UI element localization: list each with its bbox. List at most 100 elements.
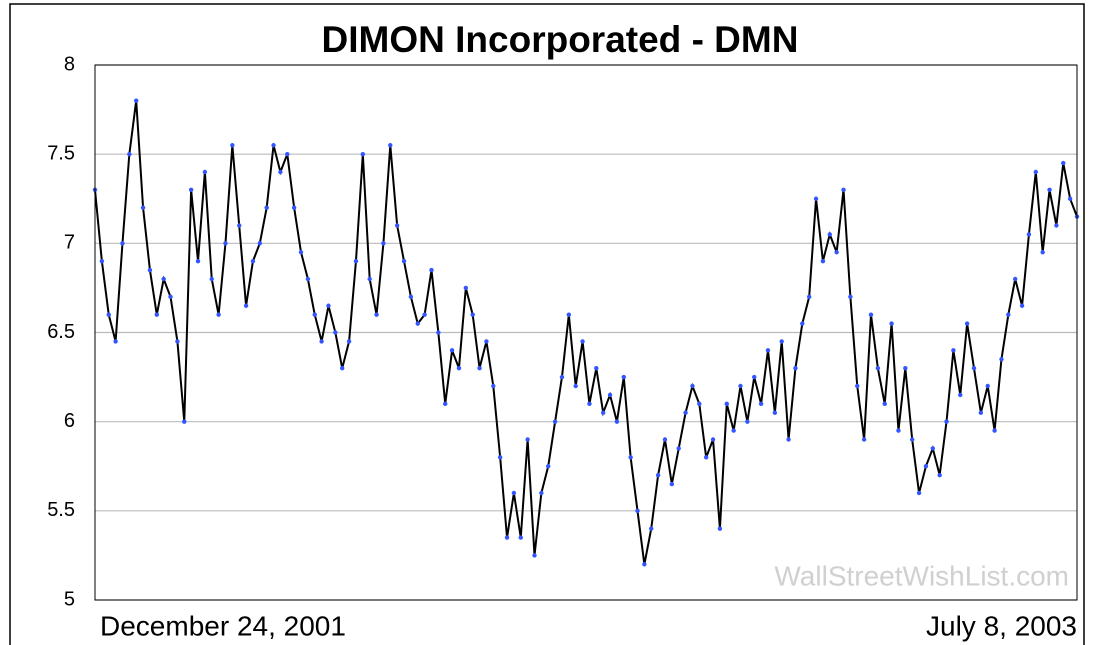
price-point xyxy=(353,258,359,264)
price-point xyxy=(697,401,702,407)
price-point xyxy=(841,187,846,193)
price-point xyxy=(374,312,379,317)
price-point xyxy=(491,383,496,389)
price-point xyxy=(525,437,530,442)
price-point xyxy=(429,267,434,273)
price-point xyxy=(896,428,901,433)
price-point xyxy=(909,437,915,442)
price-point xyxy=(1067,196,1073,201)
price-point xyxy=(319,339,324,344)
price-point xyxy=(436,330,441,335)
price-point xyxy=(855,383,860,389)
price-point xyxy=(216,312,221,317)
price-point xyxy=(250,258,256,264)
price-point xyxy=(134,98,139,103)
price-point xyxy=(731,428,736,433)
price-point xyxy=(120,241,125,246)
price-point xyxy=(765,348,771,353)
price-point xyxy=(889,321,894,326)
price-point xyxy=(175,339,180,344)
price-point xyxy=(456,365,462,371)
x-tick-label: December 24, 2001 xyxy=(100,610,346,641)
price-point xyxy=(161,276,166,282)
price-point xyxy=(381,241,386,246)
price-point xyxy=(449,348,455,353)
price-point xyxy=(511,490,517,496)
price-point xyxy=(806,294,812,300)
price-point xyxy=(861,437,867,442)
y-tick-label: 6 xyxy=(64,410,75,432)
price-point xyxy=(635,508,640,514)
y-tick-label: 6.5 xyxy=(47,321,75,343)
price-point xyxy=(182,419,187,424)
price-point xyxy=(971,365,977,371)
price-point xyxy=(1061,160,1066,166)
price-point xyxy=(944,419,949,424)
plot-border xyxy=(94,64,1078,601)
price-point xyxy=(600,410,606,415)
price-point xyxy=(703,455,709,460)
price-point xyxy=(195,258,201,264)
price-point xyxy=(202,169,208,175)
price-point xyxy=(903,365,908,371)
price-point xyxy=(264,205,269,210)
price-point xyxy=(463,285,469,291)
price-point xyxy=(1047,187,1052,193)
price-point xyxy=(820,258,826,264)
price-point xyxy=(422,312,427,317)
price-point xyxy=(779,339,784,344)
y-tick-label: 5.5 xyxy=(47,499,75,521)
price-point xyxy=(827,232,832,237)
price-point xyxy=(470,312,475,317)
price-point xyxy=(367,276,372,282)
price-point xyxy=(628,455,633,460)
price-point xyxy=(340,365,345,371)
price-point xyxy=(916,490,922,496)
price-point xyxy=(800,321,805,326)
price-point xyxy=(1033,169,1038,175)
price-point xyxy=(223,241,228,246)
price-point xyxy=(497,455,503,460)
y-tick-label: 8 xyxy=(64,53,75,75)
y-tick-label: 7.5 xyxy=(47,142,75,164)
price-point xyxy=(614,419,620,424)
price-point xyxy=(230,143,235,148)
frame xyxy=(9,3,1085,645)
price-point xyxy=(594,365,599,371)
price-point xyxy=(848,294,853,300)
price-point xyxy=(786,437,791,442)
price-point xyxy=(552,419,558,424)
price-point xyxy=(312,312,317,317)
price-point xyxy=(923,464,929,469)
price-point xyxy=(690,383,695,389)
price-point xyxy=(964,321,970,326)
price-point xyxy=(758,401,764,407)
price-point xyxy=(237,223,242,228)
price-point xyxy=(209,276,214,282)
price-point xyxy=(813,196,819,201)
price-point xyxy=(669,481,675,487)
price-point xyxy=(285,151,290,157)
price-point xyxy=(539,490,544,496)
price-point xyxy=(738,383,743,389)
price-point xyxy=(868,312,874,317)
y-tick-label: 7 xyxy=(64,232,75,254)
price-point xyxy=(326,303,331,308)
price-point xyxy=(532,553,537,558)
price-point xyxy=(443,401,448,407)
price-point xyxy=(834,250,839,255)
price-point xyxy=(559,374,565,380)
price-point xyxy=(360,151,366,157)
price-line xyxy=(94,100,1078,565)
price-point xyxy=(518,535,523,540)
price-point xyxy=(999,357,1004,362)
price-point xyxy=(484,339,489,344)
price-point xyxy=(710,437,716,442)
price-point xyxy=(1006,312,1011,317)
price-point xyxy=(291,205,297,210)
price-point xyxy=(1054,223,1059,228)
price-point xyxy=(113,339,118,344)
price-point xyxy=(278,169,283,175)
price-point xyxy=(140,205,146,210)
